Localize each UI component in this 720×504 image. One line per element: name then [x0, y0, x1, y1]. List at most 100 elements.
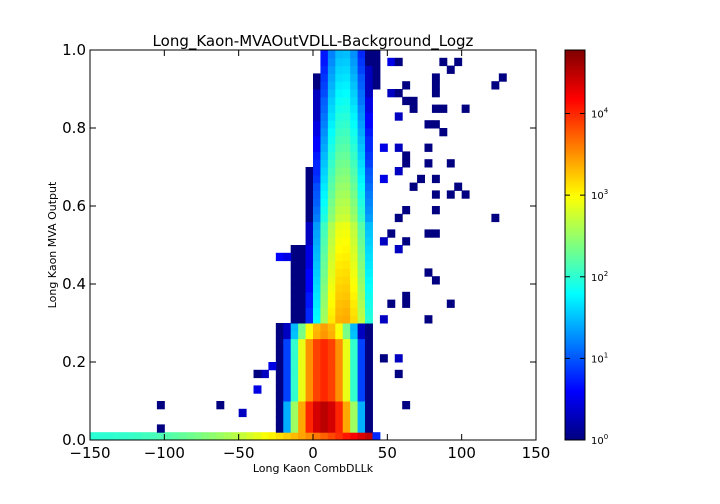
heatmap-cell [357, 112, 366, 121]
heatmap-cell [305, 346, 314, 355]
heatmap-cell [216, 401, 225, 410]
heatmap-cell [305, 385, 314, 394]
heatmap-cell [112, 432, 121, 441]
heatmap-cell [290, 284, 299, 293]
heatmap-cell [253, 432, 262, 441]
heatmap-cell [313, 393, 321, 402]
heatmap-cell [431, 104, 440, 113]
heatmap-cell [365, 424, 373, 433]
heatmap-cell [394, 143, 403, 152]
heatmap-cell [335, 260, 344, 269]
heatmap-cell [313, 315, 321, 324]
heatmap-cell [350, 167, 359, 176]
heatmap-cell [342, 89, 351, 98]
y-tick-label: 0.4 [62, 275, 86, 293]
heatmap-cell [357, 291, 366, 301]
heatmap-cell [357, 57, 366, 67]
heatmap-cell [327, 377, 336, 386]
heatmap-cell [313, 73, 321, 82]
heatmap-cell [305, 252, 314, 262]
heatmap-cell [305, 307, 314, 316]
heatmap-cell [365, 401, 373, 410]
heatmap-cell [327, 424, 336, 433]
y-tick-label: 1.0 [62, 41, 86, 59]
heatmap-cell [350, 213, 359, 223]
heatmap-cell [357, 96, 366, 106]
heatmap-cell [350, 104, 359, 113]
heatmap-cell [439, 57, 448, 67]
heatmap-cell [365, 362, 373, 371]
heatmap-cell [313, 307, 321, 316]
heatmap-cell [327, 354, 336, 363]
heatmap-cell [372, 432, 381, 441]
heatmap-cell [313, 198, 321, 207]
heatmap-cell [387, 89, 396, 98]
heatmap-cell [327, 346, 336, 355]
heatmap-cell [350, 307, 359, 316]
heatmap-cell [350, 393, 359, 402]
heatmap-cell [365, 57, 373, 67]
heatmap-cell [298, 401, 307, 410]
heatmap-cell [320, 221, 329, 230]
heatmap-cell [446, 159, 455, 168]
colorbar-tick-base: 10 [591, 191, 604, 202]
heatmap-cell [275, 369, 284, 379]
heatmap-cell [365, 167, 373, 176]
heatmap-cell [335, 143, 344, 152]
heatmap-cell [142, 432, 150, 441]
heatmap-cell [409, 182, 418, 191]
heatmap-cell [305, 432, 314, 441]
heatmap-cell [313, 369, 321, 379]
heatmap-cell [320, 128, 329, 137]
heatmap-cell [290, 252, 299, 262]
heatmap-cell [402, 151, 411, 160]
heatmap-cell [305, 377, 314, 386]
heatmap-cell [454, 182, 463, 191]
heatmap-cell [350, 135, 359, 145]
heatmap-cell [327, 229, 336, 238]
heatmap-cell [313, 401, 321, 410]
heatmap-cell [104, 432, 113, 441]
heatmap-cell [290, 268, 299, 277]
heatmap-cell [290, 307, 299, 316]
heatmap-cell [283, 346, 292, 355]
heatmap-cell [327, 385, 336, 394]
heatmap-cell [350, 128, 359, 137]
heatmap-cell [365, 221, 373, 230]
heatmap-cell [275, 252, 284, 262]
heatmap-cell [290, 338, 299, 347]
heatmap-cell [327, 159, 336, 168]
heatmap-cell [327, 432, 336, 441]
heatmap-cell [342, 65, 351, 74]
heatmap-cell [298, 408, 307, 418]
heatmap-cell [313, 408, 321, 418]
heatmap-cell [313, 276, 321, 285]
heatmap-cell [461, 104, 470, 113]
heatmap-cell [342, 276, 351, 285]
heatmap-cell [305, 362, 314, 371]
heatmap-cell [290, 424, 299, 433]
heatmap-cell [342, 362, 351, 371]
heatmap-cell [424, 159, 433, 168]
heatmap-cell [320, 182, 329, 191]
heatmap-cell [283, 330, 292, 340]
heatmap-cell [365, 354, 373, 363]
heatmap-cell [365, 135, 373, 145]
heatmap-cell [320, 57, 329, 67]
heatmap-cell [335, 89, 344, 98]
y-tick-label: 0.0 [62, 431, 86, 449]
heatmap-cell [357, 73, 366, 82]
heatmap-cell [350, 432, 359, 441]
heatmap-cell [290, 315, 299, 324]
heatmap-cell [313, 260, 321, 269]
heatmap-cell [275, 432, 284, 441]
heatmap-cell [365, 50, 373, 59]
heatmap-cell [313, 354, 321, 363]
heatmap-cell [320, 416, 329, 425]
y-tick-label: 0.6 [62, 197, 86, 215]
colorbar-tick-label: 102 [591, 270, 608, 284]
heatmap-cell [439, 128, 448, 137]
heatmap-cell [402, 299, 411, 308]
heatmap-cell [283, 393, 292, 402]
